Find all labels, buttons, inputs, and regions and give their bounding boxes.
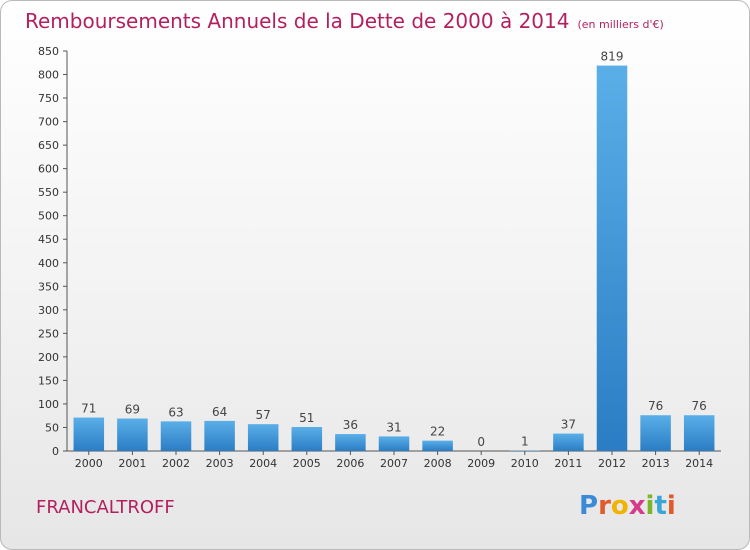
- data-label: 37: [561, 418, 576, 432]
- data-label: 51: [299, 411, 314, 425]
- chart-unit: (en milliers d'€): [577, 18, 664, 31]
- data-label: 36: [343, 418, 358, 432]
- bar: [378, 436, 410, 451]
- y-tick-label: 700: [38, 116, 59, 129]
- bar: [422, 440, 453, 451]
- x-tick-label: 2007: [380, 457, 408, 470]
- bar: [73, 417, 105, 451]
- x-tick-label: 2005: [293, 457, 321, 470]
- y-tick-label: 250: [38, 327, 59, 340]
- y-tick-label: 650: [38, 139, 59, 152]
- commune-name: FRANCALTROFF: [36, 497, 175, 518]
- data-label: 76: [692, 399, 707, 413]
- bar-chart: 0 50 100 150 200 250 300 350 400 450 500 550 600 650 7…: [38, 45, 721, 470]
- y-tick-label: 50: [45, 421, 59, 434]
- bar: [683, 415, 715, 451]
- y-tick-label: 100: [38, 398, 59, 411]
- chart-title-text: Remboursements Annuels de la Dette de 20…: [25, 9, 570, 33]
- bar: [640, 415, 671, 451]
- proxiti-logo: Proxiti: [579, 491, 676, 521]
- y-tick-label: 750: [38, 92, 59, 105]
- y-tick-label: 200: [38, 351, 59, 364]
- data-label: 22: [430, 425, 445, 439]
- data-label: 63: [168, 405, 183, 419]
- x-tick-label: 2009: [467, 457, 495, 470]
- y-tick-label: 150: [38, 374, 59, 387]
- bar: [335, 434, 366, 451]
- bar: [204, 420, 235, 451]
- bar: [596, 65, 628, 452]
- data-label: 76: [648, 399, 663, 413]
- data-label: 31: [386, 420, 401, 434]
- x-tick-label: 2014: [685, 457, 713, 470]
- x-tick-label: 2012: [598, 457, 626, 470]
- data-label: 1: [521, 435, 529, 449]
- y-tick-label: 0: [52, 445, 59, 458]
- y-tick-label: 600: [38, 163, 59, 176]
- y-tick-label: 350: [38, 280, 59, 293]
- data-label: 0: [477, 435, 485, 449]
- bar: [117, 418, 148, 451]
- data-label: 64: [212, 405, 227, 419]
- x-tick-label: 2010: [511, 457, 539, 470]
- x-tick-label: 2000: [75, 457, 103, 470]
- x-tick-label: 2002: [162, 457, 190, 470]
- y-tick-label: 800: [38, 69, 59, 82]
- bar: [160, 421, 192, 451]
- y-tick-label: 400: [38, 257, 59, 270]
- data-label: 57: [256, 408, 271, 422]
- y-tick-label: 850: [38, 45, 59, 58]
- x-tick-label: 2003: [206, 457, 234, 470]
- x-tick-label: 2006: [336, 457, 364, 470]
- x-tick-label: 2013: [642, 457, 670, 470]
- data-label: 69: [125, 403, 140, 417]
- x-tick-label: 2011: [554, 457, 582, 470]
- x-tick-label: 2008: [424, 457, 452, 470]
- y-tick-label: 500: [38, 210, 59, 223]
- x-tick-label: 2001: [118, 457, 146, 470]
- data-label: 71: [81, 402, 96, 416]
- y-tick-label: 550: [38, 186, 59, 199]
- bar: [553, 433, 584, 451]
- y-tick-label: 300: [38, 304, 59, 317]
- bar: [247, 424, 279, 451]
- chart-title: Remboursements Annuels de la Dette de 20…: [25, 9, 664, 33]
- y-tick-label: 450: [38, 233, 59, 246]
- data-label: 819: [601, 50, 624, 64]
- x-tick-label: 2004: [249, 457, 277, 470]
- bar: [291, 427, 323, 451]
